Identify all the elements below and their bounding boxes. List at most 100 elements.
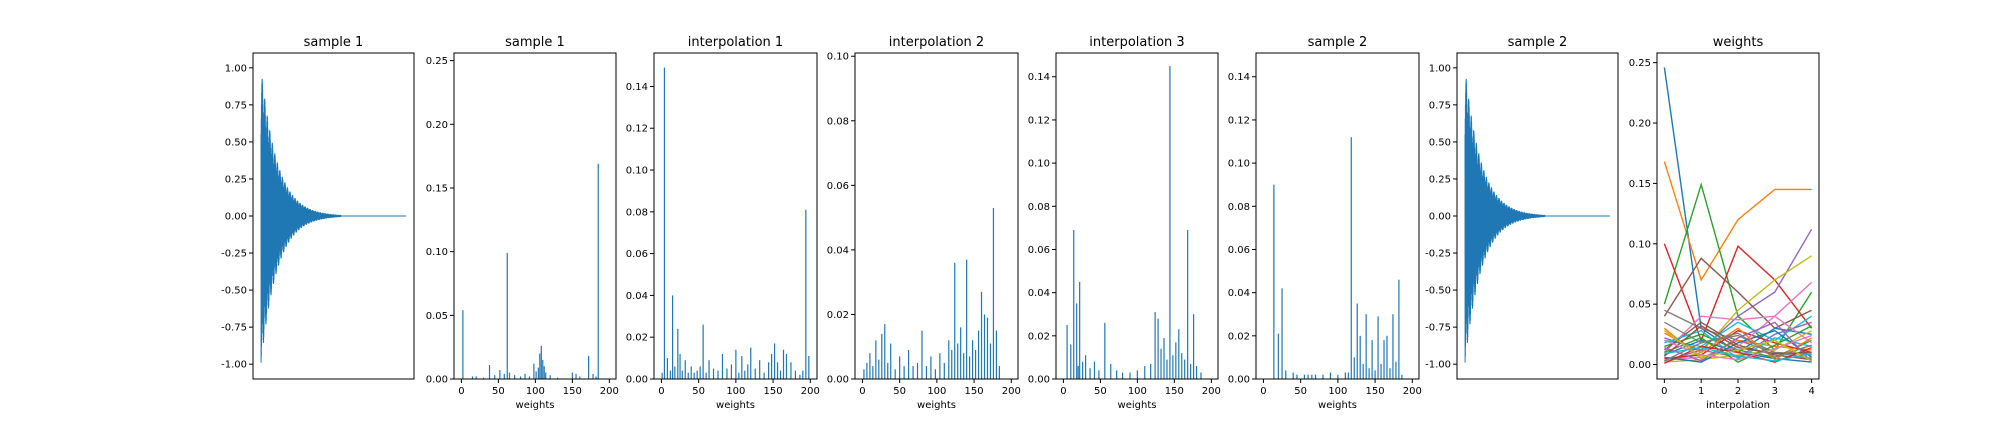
axes-frame [854, 52, 1019, 380]
x-tick-label: 1 [1698, 386, 1704, 397]
bar [514, 375, 516, 379]
y-tick-label: -1.00 [221, 360, 247, 371]
x-tick-label: 200 [600, 386, 619, 397]
y-tick-label: -0.50 [1425, 286, 1451, 297]
bar [494, 375, 496, 379]
bar [912, 366, 914, 379]
bar [983, 314, 986, 379]
bar [1383, 340, 1385, 379]
subplot-title: interpolation 2 [889, 35, 984, 50]
bar [579, 376, 581, 379]
bar [884, 324, 886, 379]
y-tick-label: 0.10 [426, 247, 448, 258]
subplot-title: sample 2 [1508, 35, 1568, 50]
bar [1079, 281, 1081, 379]
bar [475, 376, 477, 379]
bar [960, 327, 962, 379]
bar [951, 349, 953, 379]
bar [503, 373, 505, 379]
x-tick-label: 50 [1094, 386, 1107, 397]
waveform-line [1464, 78, 1610, 363]
bar [966, 259, 968, 379]
bar [1104, 322, 1106, 379]
bar [708, 360, 710, 379]
y-tick-label: 0.04 [626, 291, 648, 302]
bar [916, 362, 919, 379]
bar [1084, 355, 1087, 379]
bar [744, 370, 746, 379]
x-tick-label: 150 [563, 386, 582, 397]
bar [1285, 370, 1287, 379]
bar [805, 209, 807, 379]
y-tick-label: -0.25 [1425, 249, 1451, 260]
y-tick-label: 0.00 [1028, 375, 1050, 386]
bar [1157, 318, 1159, 379]
x-tick-label: 0 [1060, 386, 1066, 397]
subplot-title: interpolation 3 [1089, 35, 1184, 50]
bar [1181, 353, 1183, 379]
y-tick-label: -0.25 [221, 249, 247, 260]
x-tick-label: 150 [1165, 386, 1184, 397]
bar [528, 376, 531, 379]
bar [702, 324, 704, 379]
y-tick-label: 0.20 [426, 120, 448, 131]
bar [508, 372, 511, 379]
x-axis-label: weights [917, 400, 956, 411]
bar [1077, 366, 1079, 379]
bar [802, 370, 804, 379]
bar [1401, 374, 1403, 379]
y-tick-label: 0.25 [1629, 58, 1651, 69]
bar [1187, 230, 1189, 379]
bar [925, 366, 928, 379]
bar [1365, 314, 1367, 379]
bar [690, 366, 692, 379]
bar [969, 356, 971, 379]
bar [957, 343, 959, 379]
bar [1172, 355, 1174, 379]
x-tick-label: 50 [1294, 386, 1307, 397]
bar [1296, 374, 1298, 379]
bar [992, 207, 995, 379]
y-tick-label: 0.00 [1228, 375, 1250, 386]
subplot-title: interpolation 1 [688, 35, 783, 50]
bar [963, 353, 965, 379]
y-tick-label: 0.15 [426, 183, 448, 194]
bar [977, 330, 980, 379]
series-line-1 [1663, 67, 1812, 363]
y-tick-label: 0.10 [1028, 159, 1050, 170]
axes-frame [653, 52, 818, 380]
bar [939, 353, 941, 379]
bar [779, 370, 782, 379]
bar [1311, 374, 1313, 379]
bar [537, 367, 539, 379]
bar [866, 362, 868, 379]
bar [1307, 374, 1309, 379]
bar [1184, 359, 1186, 379]
x-tick-label: 0 [658, 386, 664, 397]
x-tick-label: 100 [1328, 386, 1347, 397]
bar [499, 370, 501, 379]
bar [899, 356, 901, 379]
bar [903, 366, 905, 379]
bar [549, 375, 551, 379]
series-line-21 [1664, 329, 1813, 363]
bar [794, 370, 797, 379]
bar [687, 372, 689, 379]
bar [934, 369, 936, 379]
bar [575, 373, 577, 379]
y-tick-label: -0.75 [1425, 323, 1451, 334]
bar [1089, 368, 1091, 379]
x-tick-label: 0 [458, 386, 464, 397]
bar [1160, 348, 1162, 379]
bar [519, 376, 522, 379]
y-tick-label: 0.05 [426, 311, 448, 322]
bar [506, 252, 508, 379]
x-tick-label: 200 [801, 386, 820, 397]
axes-frame [1255, 52, 1420, 380]
bar [1136, 370, 1138, 379]
bar [943, 362, 945, 379]
bar [1359, 335, 1361, 379]
bar [875, 340, 877, 379]
bar [921, 330, 923, 379]
